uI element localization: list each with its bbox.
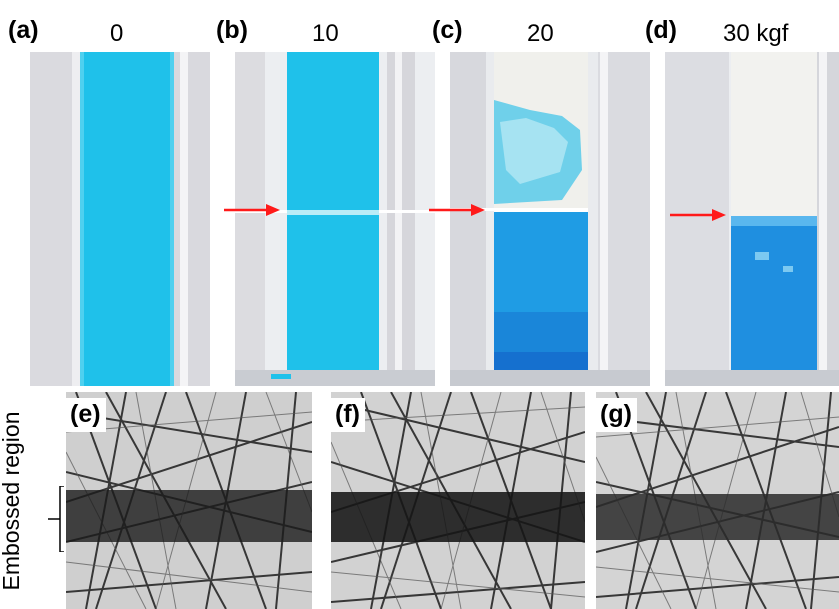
panel-label-g: (g) — [596, 398, 637, 432]
red-arrow-b — [224, 204, 280, 216]
photo-panel-b — [235, 52, 435, 386]
panel-label-b: (b) — [216, 16, 248, 44]
photo-panel-c — [450, 52, 650, 386]
red-arrow-d — [670, 209, 726, 221]
force-label-c: 20 — [527, 20, 554, 47]
micrograph-panel-e: (e) — [66, 392, 312, 609]
panel-label-f: (f) — [331, 398, 365, 432]
red-arrow-c — [429, 204, 485, 216]
panel-label-a: (a) — [8, 16, 39, 44]
micrograph-panel-g: (g) — [596, 392, 839, 609]
force-label-b: 10 — [312, 20, 339, 47]
panel-label-e: (e) — [66, 398, 106, 432]
force-label-a: 0 — [110, 20, 124, 47]
panel-label-d: (d) — [645, 16, 677, 44]
embossed-region-label: Embossed region — [0, 411, 24, 591]
photo-panel-a — [30, 52, 210, 386]
photo-panel-d — [665, 52, 839, 386]
micrograph-panel-f: (f) — [331, 392, 585, 609]
panel-label-c: (c) — [432, 16, 463, 44]
force-label-d: 30 kgf — [723, 20, 789, 47]
embossed-region-bracket — [48, 486, 64, 552]
